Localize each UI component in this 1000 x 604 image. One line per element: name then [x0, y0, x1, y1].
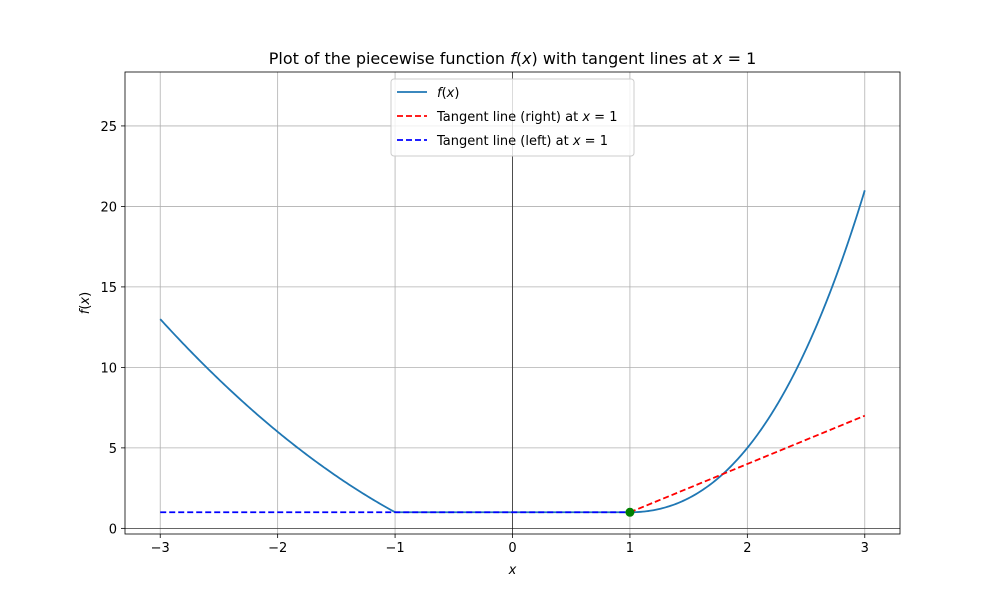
- x-tick-label: 0: [508, 541, 516, 556]
- legend-label-tangent-right: Tangent line (right) at x = 1: [436, 110, 617, 125]
- chart-legend: f(x) Tangent line (right) at x = 1 Tange…: [390, 78, 635, 157]
- y-tick-label: 15: [100, 281, 117, 296]
- tangent-point-marker: [625, 507, 635, 517]
- chart-title: Plot of the piecewise function f(x) with…: [269, 49, 757, 68]
- legend-box: [390, 78, 635, 157]
- y-tick-label: 0: [109, 522, 117, 537]
- x-tick-label: −2: [268, 541, 287, 556]
- x-tick-label: 3: [861, 541, 869, 556]
- y-tick-label: 25: [100, 120, 117, 135]
- legend-label-tangent-left: Tangent line (left) at x = 1: [436, 134, 608, 149]
- y-axis-ticks: 0 5 10 15 20 25: [100, 120, 125, 537]
- y-axis-label: f(x): [78, 292, 93, 314]
- x-tick-label: 1: [626, 541, 634, 556]
- x-axis-ticks: −3 −2 −1 0 1 2 3: [151, 534, 869, 556]
- x-axis-label: x: [508, 563, 517, 578]
- legend-label-fx: f(x): [437, 86, 459, 101]
- y-tick-label: 5: [109, 442, 117, 457]
- x-tick-label: 2: [743, 541, 751, 556]
- x-tick-label: −3: [151, 541, 170, 556]
- y-tick-label: 20: [100, 200, 117, 215]
- annotation-points: [625, 507, 635, 517]
- y-tick-label: 10: [100, 361, 117, 376]
- x-tick-label: −1: [385, 541, 404, 556]
- series-line-tangent-right: [629, 414, 866, 514]
- series-layer: [159, 190, 866, 514]
